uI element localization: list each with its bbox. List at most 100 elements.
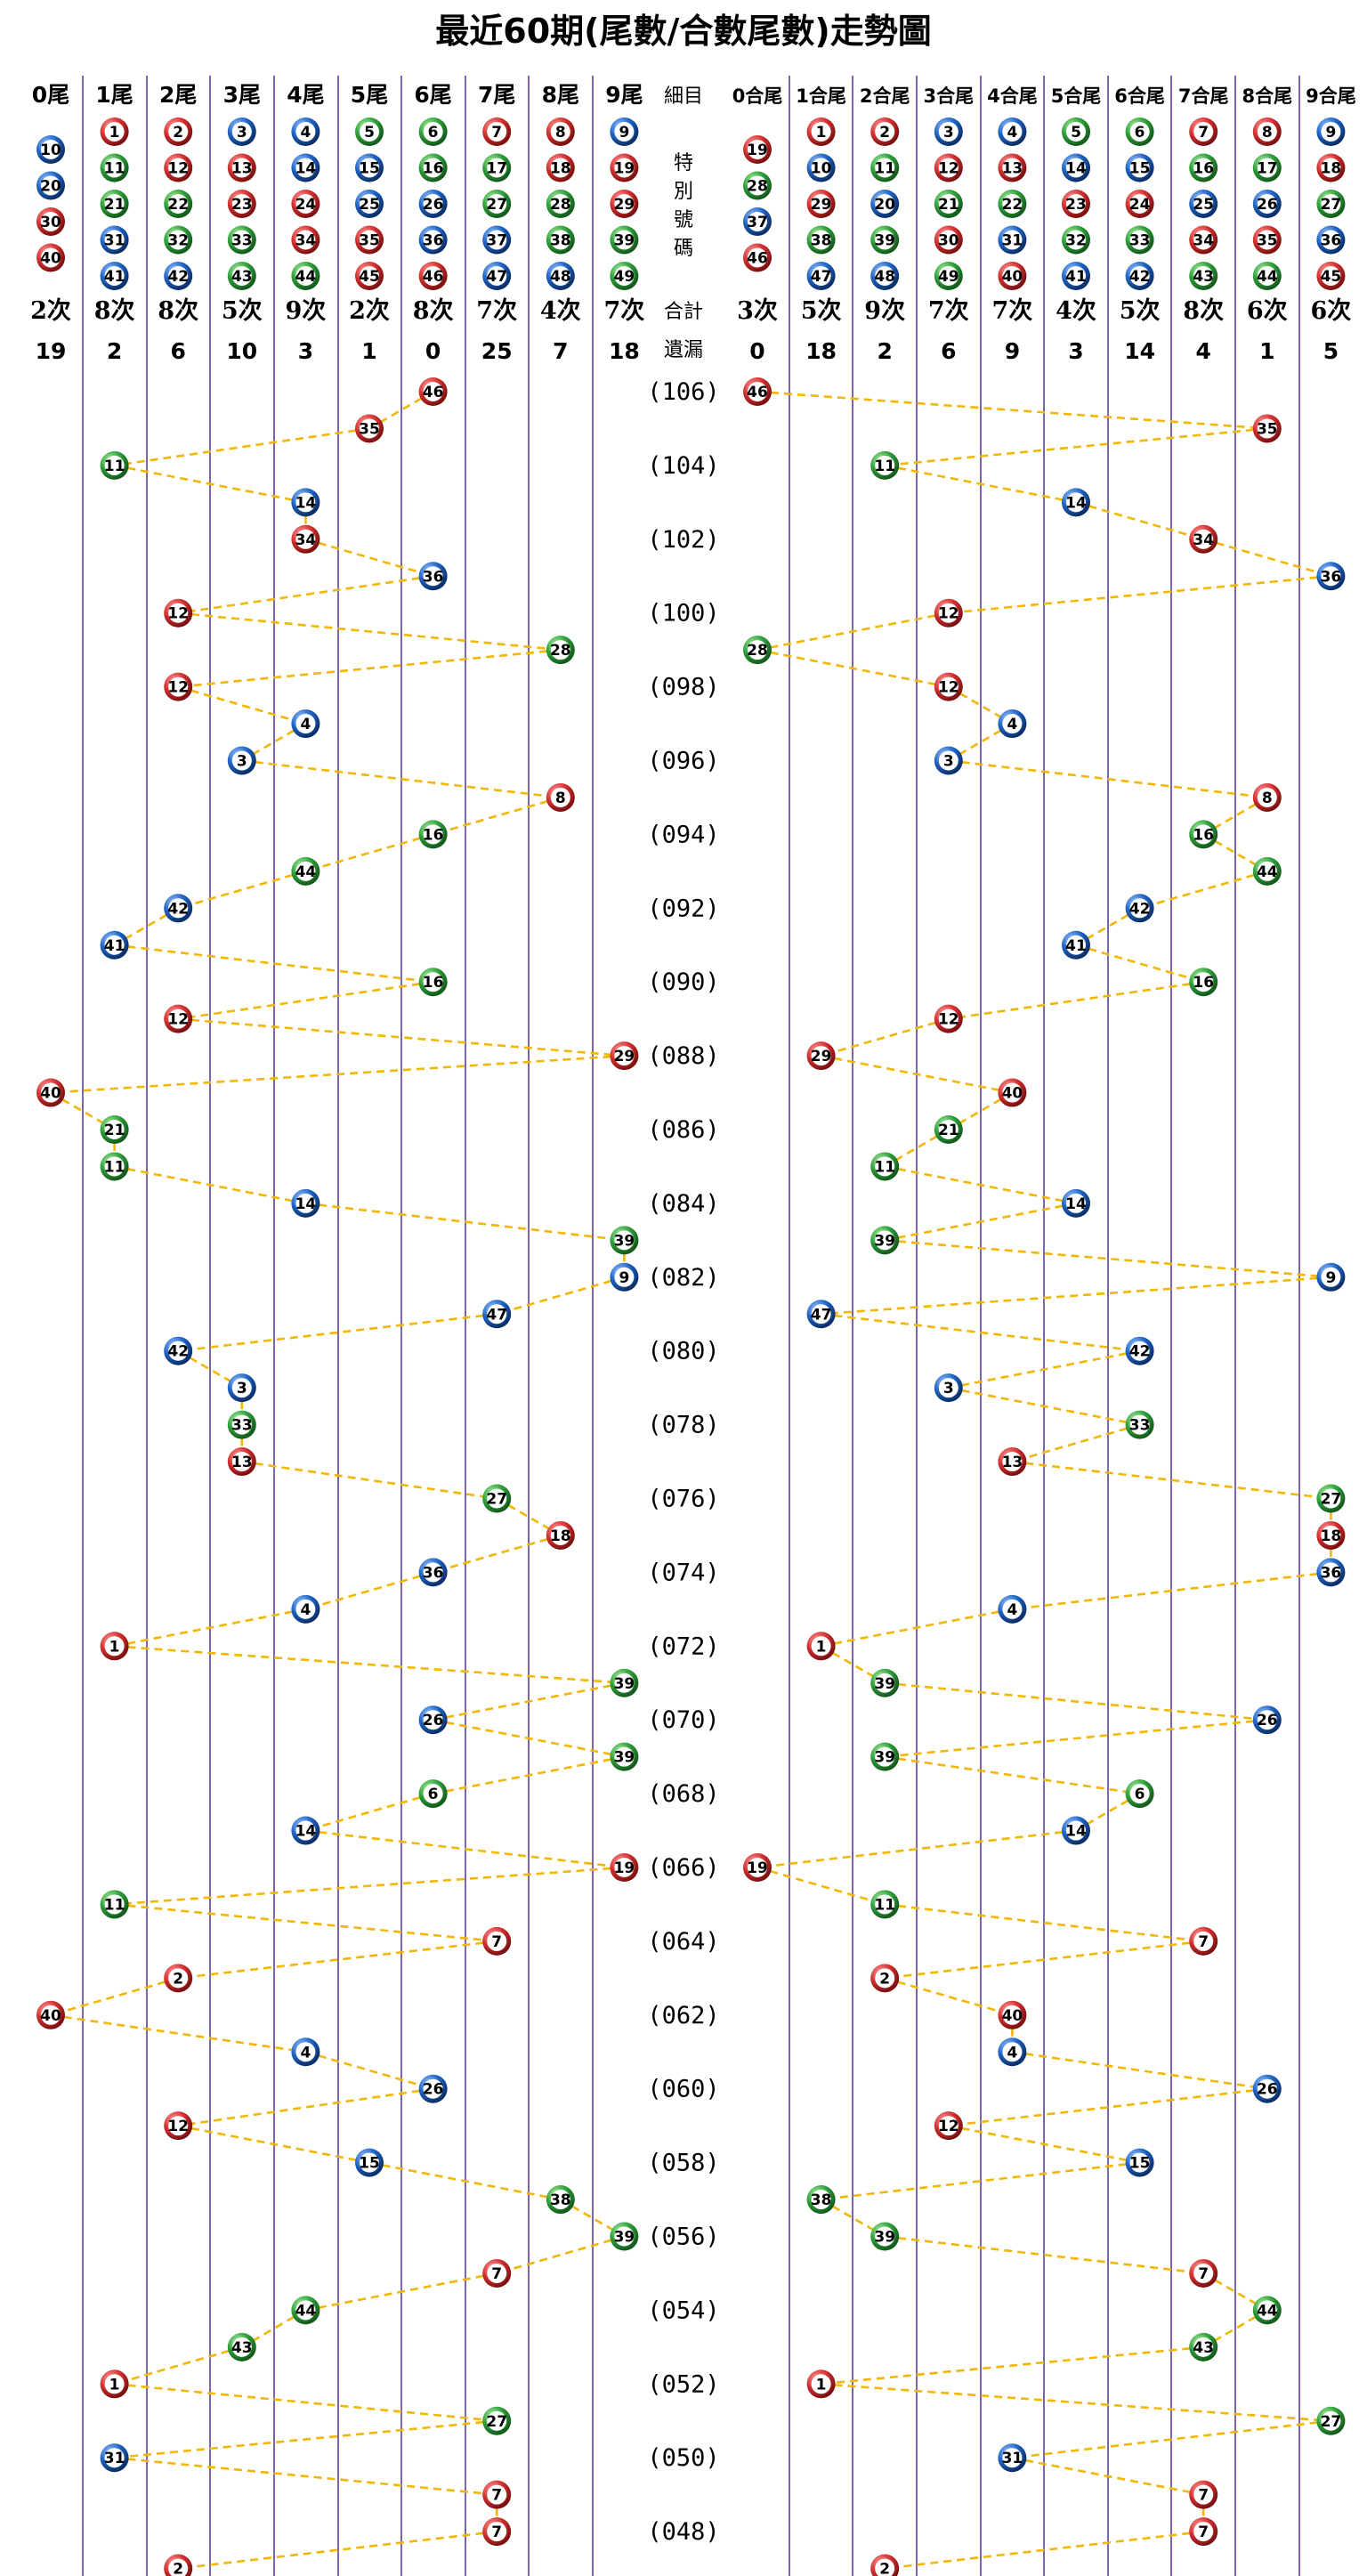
tail-trend-segment [305,538,433,578]
tail-legend-ball: 20 [36,171,65,200]
svg-text:43: 43 [231,268,253,286]
svg-text:27: 27 [486,2413,507,2431]
tail-trend-segment [433,1681,625,1721]
svg-text:41: 41 [1065,268,1087,286]
tail-trend-segment [114,1165,306,1205]
tail-draw-ball: 40 [36,2000,65,2029]
tail-legend-ball: 28 [546,190,575,218]
sum-tail-miss: 6 [941,338,956,364]
svg-text:12: 12 [938,679,959,697]
svg-text:29: 29 [614,1048,635,1065]
svg-text:4: 4 [1007,124,1017,142]
svg-text:19: 19 [747,142,768,159]
sum-tail-legend-ball: 44 [1252,262,1282,290]
svg-text:17: 17 [1257,160,1278,178]
sum-tail-miss: 2 [877,338,892,364]
svg-text:7: 7 [491,2265,502,2283]
svg-text:8: 8 [1262,124,1273,142]
sum-tail-trend-segment [948,2124,1140,2164]
sum-tail-legend-ball: 45 [1316,262,1346,290]
sum-tail-legend-ball: 28 [743,171,772,200]
sum-tail-legend-ball: 46 [743,243,772,272]
sum-tail-trend-segment [884,1165,1077,1205]
period-label: (090) [647,968,719,996]
tail-miss: 19 [36,338,67,364]
tail-trend-segment [50,1054,625,1094]
tail-column-label: 9尾 [605,82,643,108]
sum-tail-draw-ball: 47 [806,1300,836,1329]
svg-text:35: 35 [1257,232,1278,250]
svg-text:26: 26 [423,1712,444,1729]
sum-tail-draw-ball: 19 [743,1853,772,1882]
svg-text:16: 16 [1193,160,1214,178]
tail-draw-ball: 11 [100,1890,129,1919]
sum-tail-legend-ball: 29 [806,190,836,218]
svg-text:14: 14 [1065,160,1087,178]
svg-text:36: 36 [1321,1564,1342,1582]
tail-draw-ball: 47 [482,1300,512,1329]
sum-tail-legend-ball: 42 [1125,262,1154,290]
sum-tail-draw-ball: 14 [1062,488,1090,517]
svg-text:39: 39 [874,2229,895,2247]
svg-text:3: 3 [237,753,247,771]
svg-text:18: 18 [550,1527,571,1545]
tail-draw-ball: 19 [610,1853,639,1882]
tail-column-label: 0尾 [32,82,69,108]
sum-tail-draw-ball: 33 [1125,1410,1154,1439]
tail-trend-segment [305,1792,433,1832]
svg-text:5: 5 [364,124,375,142]
svg-text:19: 19 [614,160,635,178]
tail-draw-ball: 21 [100,1115,129,1144]
tail-trend-segment [114,2345,243,2386]
svg-text:1: 1 [109,2376,120,2394]
sum-tail-draw-ball: 28 [743,636,772,665]
period-label: (088) [647,1042,719,1070]
sum-tail-draw-ball: 35 [1252,414,1282,443]
svg-text:44: 44 [295,2302,317,2320]
sum-tail-miss: 18 [805,338,837,364]
svg-text:15: 15 [1129,2155,1151,2173]
tail-trend-segment [178,612,561,652]
svg-text:4: 4 [300,716,311,733]
sum-tail-trend-segment [885,2530,1204,2570]
tail-legend-ball: 46 [418,262,448,290]
tail-legend-ball: 44 [291,262,320,290]
tail-legend-ball: 37 [482,225,512,255]
sum-tail-miss: 9 [1005,338,1020,364]
sum-tail-legend-ball: 21 [934,190,963,218]
svg-text:27: 27 [486,196,507,214]
svg-text:39: 39 [614,232,635,250]
svg-text:40: 40 [1002,2007,1023,2025]
svg-text:42: 42 [167,1343,189,1361]
svg-text:35: 35 [359,232,380,250]
sum-tail-trend-segment [948,2087,1267,2127]
sum-tail-draw-ball: 39 [870,2222,900,2251]
sum-tail-trend-segment [1139,870,1268,910]
tail-draw-ball: 34 [291,524,320,554]
svg-text:15: 15 [359,2155,380,2173]
sum-tail-draw-ball: 6 [1125,1779,1154,1809]
tail-draw-ball: 43 [227,2332,256,2361]
tail-draw-ball: 7 [482,1926,512,1956]
sum-tail-legend-ball: 4 [998,117,1027,146]
tail-legend-ball: 40 [36,243,65,272]
svg-text:9: 9 [1325,1269,1336,1287]
tail-trend-segment [177,685,306,725]
sum-tail-trend-segment [821,1608,1013,1648]
svg-text:7: 7 [1198,124,1209,142]
tail-draw-ball: 6 [418,1779,448,1809]
special-label-2: 別 [674,181,693,203]
tail-draw-ball: 16 [418,820,448,849]
tail-draw-ball: 2 [164,2554,193,2576]
svg-text:44: 44 [1257,2302,1278,2320]
tail-legend-ball: 4 [291,117,320,146]
tail-trend-segment [177,870,306,910]
svg-text:29: 29 [614,196,635,214]
sum-tail-trend-segment [821,1054,1013,1094]
sum-tail-column-label: 0合尾 [732,85,783,107]
tail-draw-ball: 28 [546,636,575,665]
svg-text:12: 12 [167,160,189,178]
tail-trend-segment [433,1718,625,1758]
svg-text:33: 33 [231,232,253,250]
